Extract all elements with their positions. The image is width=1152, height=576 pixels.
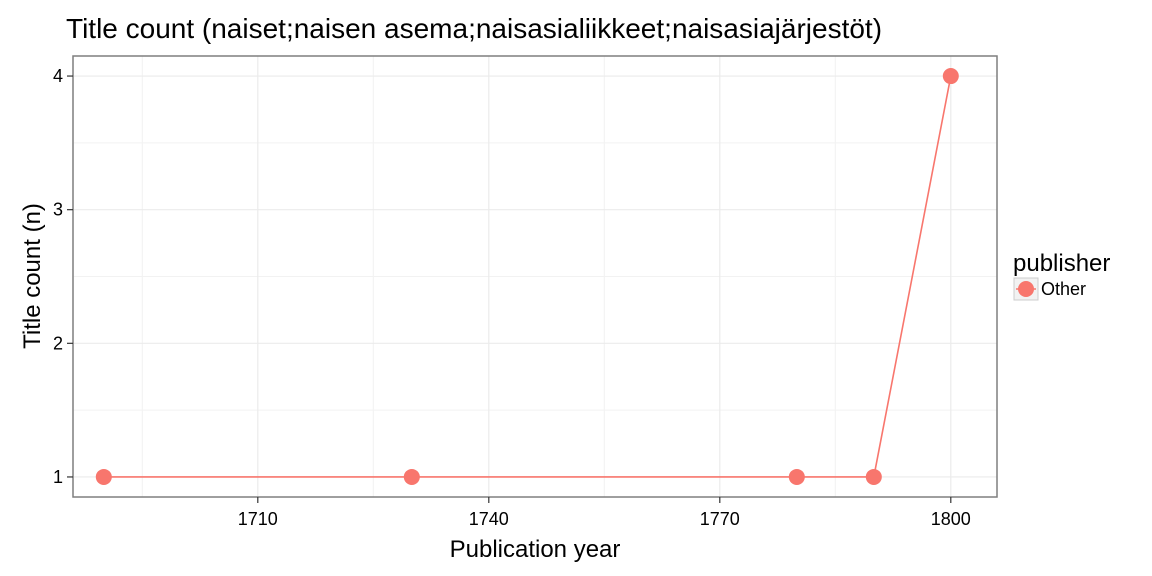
series-layer	[95, 68, 959, 485]
x-axis: 1710 1740 1770 1800	[238, 497, 971, 529]
y-axis-title: Title count (n)	[19, 203, 46, 349]
data-point	[95, 468, 112, 485]
y-axis: 1 2 3 4	[53, 66, 73, 487]
legend: publisher Other	[1013, 250, 1110, 301]
data-point	[788, 468, 805, 485]
chart-title: Title count (naiset;naisen asema;naisasi…	[66, 13, 882, 44]
x-tick-label: 1770	[700, 509, 740, 529]
y-tick-label: 4	[53, 66, 63, 86]
plot-border	[72, 55, 998, 498]
x-axis-title: Publication year	[450, 536, 621, 563]
data-point	[942, 68, 959, 85]
legend-key-point	[1018, 281, 1034, 297]
data-point	[403, 468, 420, 485]
data-point	[865, 468, 882, 485]
x-tick-label: 1710	[238, 509, 278, 529]
y-tick-label: 3	[53, 200, 63, 220]
x-tick-label: 1740	[469, 509, 509, 529]
y-tick-label: 1	[53, 467, 63, 487]
legend-label-other: Other	[1041, 279, 1086, 299]
y-tick-label: 2	[53, 333, 63, 353]
grid	[73, 56, 997, 497]
x-tick-label: 1800	[931, 509, 971, 529]
legend-title: publisher	[1013, 250, 1110, 277]
